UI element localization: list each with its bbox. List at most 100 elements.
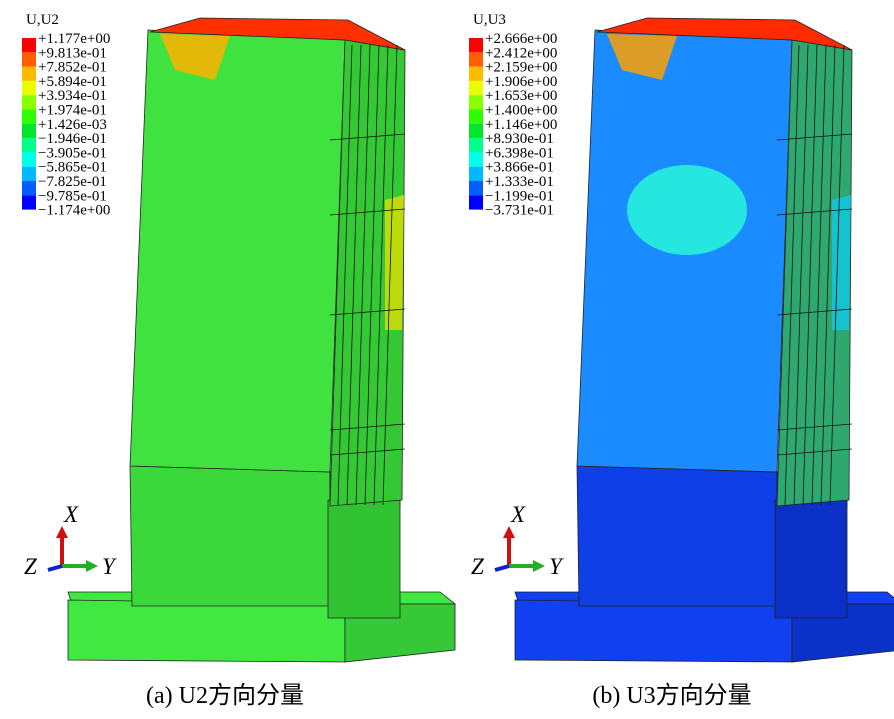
rebar	[811, 44, 827, 506]
legend-label: −9.785e-01	[38, 188, 107, 204]
legend-band	[22, 80, 36, 96]
legend-label: +1.653e+00	[485, 88, 557, 104]
legend-band	[22, 195, 36, 210]
legend-band	[469, 52, 483, 67]
legend-band	[469, 38, 483, 53]
legend-band	[22, 181, 36, 196]
legend-band	[469, 152, 483, 167]
legend-title: U,U3	[473, 12, 506, 28]
legend-band	[469, 166, 483, 181]
axis-y-label: Y	[549, 554, 564, 579]
legend-label: −7.825e-01	[38, 174, 107, 190]
rebar	[382, 44, 398, 506]
legend-label: −1.946e-01	[38, 131, 107, 147]
legend-label: −3.731e-01	[485, 203, 554, 219]
legend-label: +1.400e+00	[485, 103, 557, 119]
legend-label: −5.865e-01	[38, 160, 107, 176]
legend-band	[22, 38, 36, 53]
rebar	[784, 44, 800, 506]
rebar	[820, 44, 836, 506]
legend-label: +7.852e-01	[38, 60, 107, 76]
base-plate-side	[344, 603, 456, 663]
legend-band	[22, 152, 36, 167]
legend-band	[469, 195, 483, 210]
legend-label: +1.146e+00	[485, 117, 557, 133]
base-plate-side	[791, 603, 894, 663]
panel: U,U2 +1.177e+00+9.813e-01+7.852e-01+5.894…	[22, 12, 457, 709]
base-plate-front	[67, 599, 346, 663]
axis-x-head	[56, 526, 68, 538]
rebar	[337, 44, 353, 506]
legend-label: +1.906e+00	[485, 74, 557, 90]
legend-label: +1.426e-03	[38, 117, 107, 133]
tie	[329, 308, 406, 316]
tie	[329, 423, 406, 431]
axis-z	[494, 564, 510, 572]
column-top	[596, 17, 853, 51]
legend-label: +8.930e-01	[485, 131, 554, 147]
tie	[776, 423, 853, 431]
tie	[776, 308, 853, 316]
tie	[776, 208, 853, 216]
lower-block	[576, 465, 778, 607]
legend-label: +6.398e-01	[485, 145, 554, 161]
axis-y-head	[86, 560, 98, 572]
legend-band	[469, 138, 483, 153]
tie	[329, 133, 406, 141]
axis-x-head	[503, 526, 515, 538]
rebar	[355, 44, 371, 506]
legend-label: +1.333e-01	[485, 174, 554, 190]
legend-label: +5.894e-01	[38, 74, 107, 90]
top-accent	[160, 34, 230, 80]
legend-band	[22, 138, 36, 153]
legend-band	[469, 181, 483, 196]
legend-band	[469, 95, 483, 110]
legend-label: +1.177e+00	[38, 31, 110, 47]
legend-band	[469, 109, 483, 124]
axis-z-label: Z	[471, 554, 484, 579]
legend-band	[22, 166, 36, 181]
legend-band	[469, 66, 483, 81]
legend-title: U,U2	[26, 12, 59, 28]
rebar	[802, 44, 818, 506]
legend-band	[469, 80, 483, 96]
legend-label: +3.934e-01	[38, 88, 107, 104]
legend-label: −1.199e-01	[485, 188, 554, 204]
legend-label: +2.666e+00	[485, 31, 557, 47]
tie	[329, 448, 406, 456]
caption: (b) U3方向分量	[592, 682, 751, 709]
legend-label: −1.174e+00	[38, 203, 110, 219]
base-plate-front	[514, 599, 793, 663]
legend-label: +1.974e-01	[38, 103, 107, 119]
rebar	[373, 44, 389, 506]
rebar	[829, 44, 845, 506]
side-block	[774, 499, 848, 619]
column-front	[129, 29, 346, 473]
axis-z-label: Z	[24, 554, 37, 579]
column-top	[149, 17, 406, 51]
tie	[776, 133, 853, 141]
legend-band	[22, 123, 36, 139]
legend-label: +2.412e+00	[485, 45, 557, 61]
axis-x-label: X	[63, 502, 79, 527]
lower-block	[129, 465, 331, 607]
axis-x-label: X	[510, 502, 526, 527]
legend-band	[22, 52, 36, 67]
top-accent	[607, 34, 677, 80]
legend-band	[22, 66, 36, 81]
side-block	[327, 499, 401, 619]
legend-label: −3.905e-01	[38, 145, 107, 161]
tie	[329, 208, 406, 216]
caption: (a) U2方向分量	[146, 682, 304, 709]
legend-band	[469, 123, 483, 139]
rebar	[364, 44, 380, 506]
legend-band	[22, 109, 36, 124]
cyan-zone	[627, 165, 747, 255]
legend-label: +3.866e-01	[485, 160, 554, 176]
axis-y-label: Y	[102, 554, 117, 579]
axis-z	[47, 564, 63, 572]
legend-label: +9.813e-01	[38, 45, 107, 61]
axis-y-head	[533, 560, 545, 572]
panel: U,U3 +2.666e+00+2.412e+00+2.159e+00+1.906…	[469, 12, 894, 709]
